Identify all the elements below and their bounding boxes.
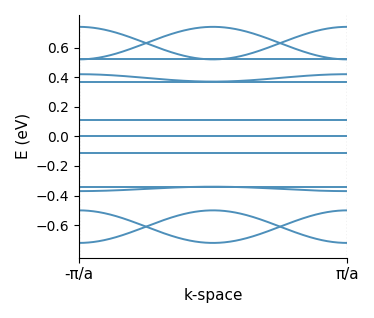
- Y-axis label: E (eV): E (eV): [15, 113, 30, 159]
- X-axis label: k-space: k-space: [183, 288, 243, 303]
